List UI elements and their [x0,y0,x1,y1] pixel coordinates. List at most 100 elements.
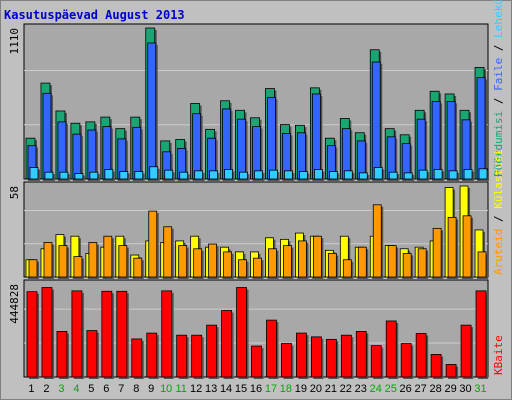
x-tick-label: 1 [28,383,34,395]
bar-sites [357,246,367,278]
bar-files [222,108,231,180]
x-tick-label: 11 [175,383,186,395]
bar-files [192,113,202,180]
bar-pages [179,171,189,180]
x-tick-label: 20 [310,383,322,395]
bar-sites [58,245,68,278]
bar-pages [478,168,488,180]
x-tick-label: 29 [444,383,456,395]
bar-files [446,101,456,180]
bar-pages [194,170,204,180]
bar-sites [148,210,158,278]
bar-sites [193,248,203,278]
bar-pages [463,169,473,180]
bar-kbytes [86,330,98,378]
bar-sites [43,242,53,278]
title-year: 2013 [155,8,185,22]
bar-sites [298,240,307,278]
bar-kbytes [41,287,53,378]
x-tick-label: 10 [160,383,172,395]
bar-files [476,77,486,180]
bar-pages [119,171,129,180]
bar-pages [164,169,174,180]
bar-files [87,129,97,180]
bar-sites [133,257,143,278]
bar-files [147,42,157,180]
bar-sites [283,245,292,278]
bar-sites [402,253,412,278]
x-tick-label: 9 [148,383,154,395]
bar-sites [372,204,382,278]
bar-sites [223,251,232,278]
bar-pages [358,172,368,180]
bar-sites [477,251,487,278]
bar-kbytes [101,290,113,378]
x-tick-label: 4 [73,383,79,395]
bar-kbytes [71,290,83,378]
x-tick-label: 3 [58,383,64,395]
bar-sites [432,227,442,278]
bar-pages [44,171,54,180]
x-tick-label: 5 [88,383,94,395]
legend-entry: Pöördumisi [492,111,505,177]
y-max-label-hits-files-pages: 1110 [8,28,21,55]
bar-pages [104,169,114,180]
x-tick-label: 30 [459,383,471,395]
x-tick-label: 18 [280,383,292,395]
x-tick-label: 15 [235,383,247,395]
bar-sites [118,245,128,278]
bar-pages [209,170,219,180]
bar-files [267,96,276,180]
bar-files [57,121,67,180]
bar-pages [224,169,233,180]
bar-kbytes [370,345,382,378]
bar-sites [238,259,247,278]
bar-kbytes [430,354,442,378]
x-tick-label: 24 [370,383,382,395]
bar-sites [73,256,83,278]
bar-files [72,133,82,180]
x-tick-label: 23 [355,383,367,395]
bar-sites [163,226,173,278]
legend-separator: / [492,38,505,58]
bar-pages [343,170,353,180]
bar-files [42,92,52,180]
bar-sites [103,235,113,278]
x-tick-label: 19 [295,383,307,395]
x-tick-label: 17 [265,383,277,395]
bar-sites [208,243,218,278]
legend-entry: Faile [492,58,505,91]
bar-files [311,93,321,180]
bar-kbytes [460,324,472,378]
bar-kbytes [206,324,218,378]
bar-kbytes [236,287,247,378]
bar-files [371,61,381,180]
bar-pages [149,166,159,180]
right-legend-kbytes: KBaite [492,335,505,375]
legend-separator: / [492,91,505,111]
bar-sites [387,245,397,278]
bar-kbytes [266,319,277,378]
bar-pages [29,167,39,180]
bar-kbytes [116,290,128,378]
bar-kbytes [310,336,322,378]
x-tick-label: 22 [340,383,352,395]
bar-kbytes [26,291,38,378]
bar-sites [178,245,188,278]
bar-kbytes [445,364,457,378]
bar-pages [254,170,263,180]
x-tick-label: 21 [325,383,337,395]
x-tick-label: 8 [133,383,139,395]
bar-pages [299,171,308,180]
bar-kbytes [131,338,143,378]
bar-sites [447,216,457,278]
bar-pages [373,167,383,180]
bar-pages [433,169,443,180]
bar-sites [342,259,352,278]
x-tick-label: 31 [474,383,486,395]
bar-kbytes [385,320,397,378]
bar-kbytes [176,334,188,378]
x-tick-label: 16 [250,383,262,395]
bar-sites [327,253,337,278]
bar-pages [448,170,458,180]
